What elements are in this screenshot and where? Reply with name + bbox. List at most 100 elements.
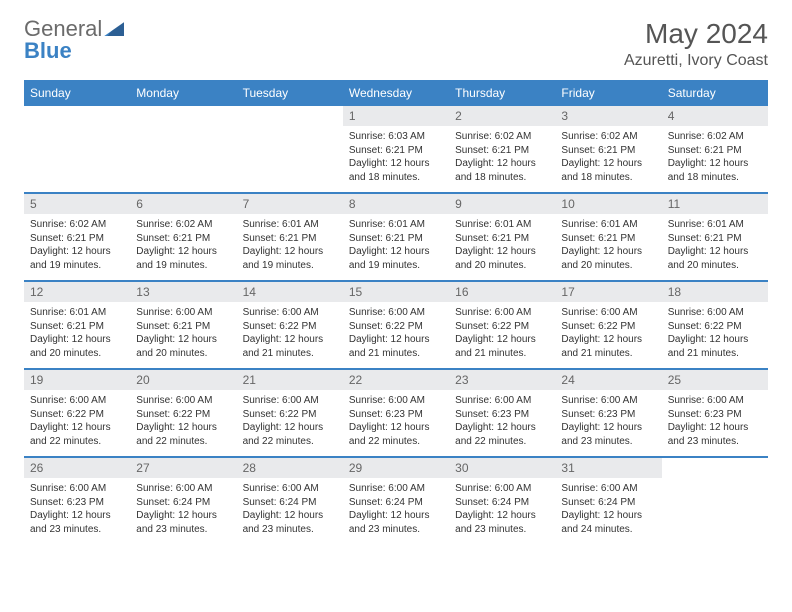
logo-word-blue: Blue [24,38,72,63]
day-cell: 22Sunrise: 6:00 AMSunset: 6:23 PMDayligh… [343,370,449,456]
daylight-text: Daylight: 12 hours [455,157,549,171]
sunrise-text: Sunrise: 6:02 AM [561,130,655,144]
daylight-text: and 23 minutes. [668,435,762,449]
sunset-text: Sunset: 6:21 PM [455,144,549,158]
day-body: Sunrise: 6:02 AMSunset: 6:21 PMDaylight:… [555,126,661,190]
day-body: Sunrise: 6:01 AMSunset: 6:21 PMDaylight:… [24,302,130,366]
sunrise-text: Sunrise: 6:00 AM [455,394,549,408]
daylight-text: and 22 minutes. [136,435,230,449]
day-body [130,110,236,120]
sunrise-text: Sunrise: 6:00 AM [668,394,762,408]
day-number: 1 [343,106,449,126]
daylight-text: and 24 minutes. [561,523,655,537]
day-number: 29 [343,458,449,478]
day-body: Sunrise: 6:01 AMSunset: 6:21 PMDaylight:… [343,214,449,278]
dow-tuesday: Tuesday [237,82,343,104]
sunrise-text: Sunrise: 6:00 AM [349,306,443,320]
daylight-text: Daylight: 12 hours [561,245,655,259]
daylight-text: and 22 minutes. [349,435,443,449]
daylight-text: Daylight: 12 hours [561,157,655,171]
daylight-text: and 23 minutes. [243,523,337,537]
daylight-text: Daylight: 12 hours [30,333,124,347]
daylight-text: and 20 minutes. [136,347,230,361]
day-body: Sunrise: 6:00 AMSunset: 6:24 PMDaylight:… [343,478,449,542]
sunset-text: Sunset: 6:21 PM [668,144,762,158]
day-number: 4 [662,106,768,126]
sunset-text: Sunset: 6:24 PM [243,496,337,510]
daylight-text: and 19 minutes. [349,259,443,273]
daylight-text: and 21 minutes. [455,347,549,361]
daylight-text: and 19 minutes. [243,259,337,273]
sunrise-text: Sunrise: 6:00 AM [668,306,762,320]
day-cell: 5Sunrise: 6:02 AMSunset: 6:21 PMDaylight… [24,194,130,280]
daylight-text: Daylight: 12 hours [349,245,443,259]
day-body: Sunrise: 6:00 AMSunset: 6:22 PMDaylight:… [555,302,661,366]
day-body: Sunrise: 6:00 AMSunset: 6:23 PMDaylight:… [24,478,130,542]
daylight-text: Daylight: 12 hours [30,421,124,435]
day-cell: 25Sunrise: 6:00 AMSunset: 6:23 PMDayligh… [662,370,768,456]
brand-logo: General Blue [24,18,122,62]
day-number: 27 [130,458,236,478]
day-body: Sunrise: 6:00 AMSunset: 6:22 PMDaylight:… [130,390,236,454]
day-number: 20 [130,370,236,390]
day-number: 21 [237,370,343,390]
sunset-text: Sunset: 6:24 PM [561,496,655,510]
day-cell: 17Sunrise: 6:00 AMSunset: 6:22 PMDayligh… [555,282,661,368]
day-number: 30 [449,458,555,478]
sunrise-text: Sunrise: 6:01 AM [30,306,124,320]
daylight-text: Daylight: 12 hours [243,245,337,259]
day-cell: 2Sunrise: 6:02 AMSunset: 6:21 PMDaylight… [449,106,555,192]
dow-monday: Monday [130,82,236,104]
day-number: 6 [130,194,236,214]
sunset-text: Sunset: 6:21 PM [30,320,124,334]
day-cell: 14Sunrise: 6:00 AMSunset: 6:22 PMDayligh… [237,282,343,368]
daylight-text: and 18 minutes. [668,171,762,185]
daylight-text: Daylight: 12 hours [668,333,762,347]
sunset-text: Sunset: 6:23 PM [455,408,549,422]
sunset-text: Sunset: 6:21 PM [561,144,655,158]
header-row: General Blue May 2024 Azuretti, Ivory Co… [24,18,768,70]
day-body: Sunrise: 6:00 AMSunset: 6:23 PMDaylight:… [343,390,449,454]
sunset-text: Sunset: 6:22 PM [243,408,337,422]
day-cell: 4Sunrise: 6:02 AMSunset: 6:21 PMDaylight… [662,106,768,192]
day-number: 28 [237,458,343,478]
daylight-text: Daylight: 12 hours [455,333,549,347]
day-body: Sunrise: 6:02 AMSunset: 6:21 PMDaylight:… [449,126,555,190]
day-cell: 12Sunrise: 6:01 AMSunset: 6:21 PMDayligh… [24,282,130,368]
title-block: May 2024 Azuretti, Ivory Coast [624,18,768,70]
daylight-text: and 18 minutes. [561,171,655,185]
daylight-text: and 19 minutes. [136,259,230,273]
daylight-text: Daylight: 12 hours [455,509,549,523]
day-body: Sunrise: 6:00 AMSunset: 6:24 PMDaylight:… [555,478,661,542]
day-body: Sunrise: 6:00 AMSunset: 6:22 PMDaylight:… [343,302,449,366]
sunrise-text: Sunrise: 6:00 AM [30,482,124,496]
daylight-text: Daylight: 12 hours [349,333,443,347]
sunset-text: Sunset: 6:24 PM [136,496,230,510]
dow-wednesday: Wednesday [343,82,449,104]
day-body: Sunrise: 6:00 AMSunset: 6:23 PMDaylight:… [449,390,555,454]
sunrise-text: Sunrise: 6:02 AM [668,130,762,144]
sunrise-text: Sunrise: 6:00 AM [243,394,337,408]
daylight-text: Daylight: 12 hours [136,421,230,435]
day-cell: 21Sunrise: 6:00 AMSunset: 6:22 PMDayligh… [237,370,343,456]
week-row: 1Sunrise: 6:03 AMSunset: 6:21 PMDaylight… [24,104,768,192]
sunrise-text: Sunrise: 6:00 AM [455,306,549,320]
day-cell [662,458,768,544]
dow-friday: Friday [555,82,661,104]
sunrise-text: Sunrise: 6:00 AM [30,394,124,408]
daylight-text: and 18 minutes. [349,171,443,185]
sunset-text: Sunset: 6:22 PM [136,408,230,422]
sunset-text: Sunset: 6:22 PM [30,408,124,422]
daylight-text: Daylight: 12 hours [136,509,230,523]
daylight-text: and 18 minutes. [455,171,549,185]
day-body: Sunrise: 6:00 AMSunset: 6:22 PMDaylight:… [237,390,343,454]
sunrise-text: Sunrise: 6:01 AM [349,218,443,232]
day-body: Sunrise: 6:00 AMSunset: 6:22 PMDaylight:… [237,302,343,366]
day-number: 12 [24,282,130,302]
day-number: 7 [237,194,343,214]
sunrise-text: Sunrise: 6:00 AM [561,482,655,496]
sunset-text: Sunset: 6:24 PM [349,496,443,510]
month-title: May 2024 [624,18,768,50]
day-cell: 31Sunrise: 6:00 AMSunset: 6:24 PMDayligh… [555,458,661,544]
day-number: 18 [662,282,768,302]
